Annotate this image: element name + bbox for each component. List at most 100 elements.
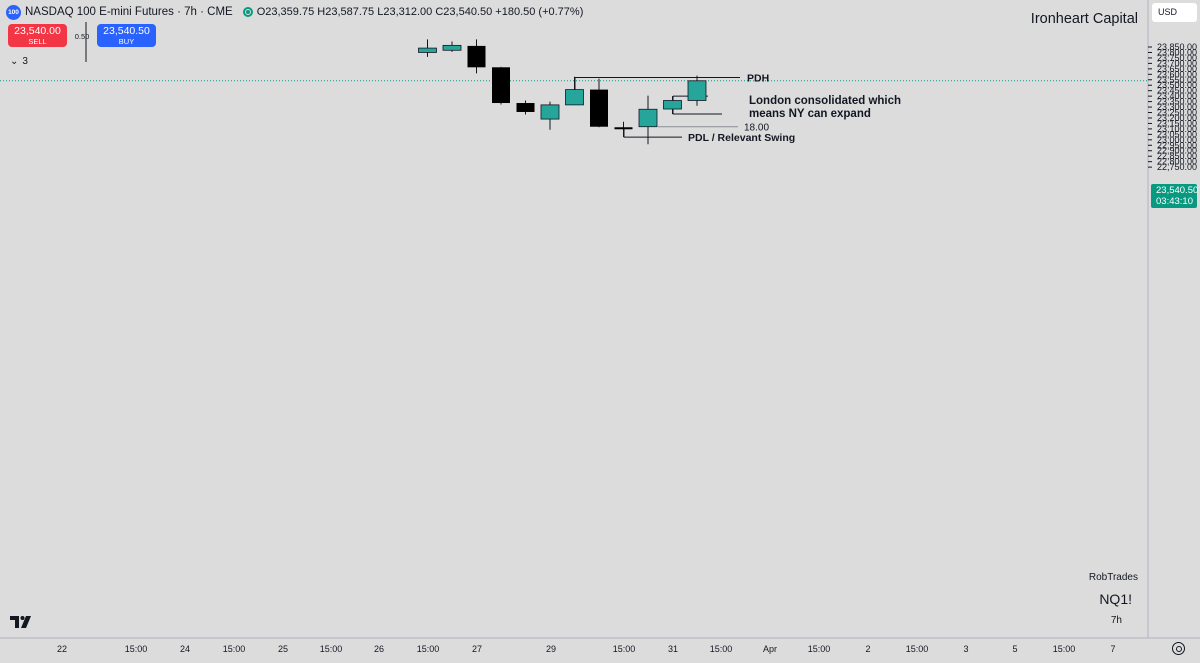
price-tick-label: 23,800.00: [1157, 47, 1197, 57]
candle-body-up: [540, 104, 560, 120]
symbol-header: 100 NASDAQ 100 E-mini Futures · 7h · CME…: [6, 4, 583, 20]
buy-price: 23,540.50: [103, 25, 150, 37]
interval-watermark: 7h: [1110, 615, 1122, 626]
price-tick-label: 22,750.00: [1157, 162, 1197, 172]
time-tick-label: 15:00: [1053, 644, 1076, 654]
candle: [516, 100, 535, 115]
price-tick-label: 23,350.00: [1157, 97, 1197, 107]
gear-icon[interactable]: [1172, 642, 1185, 655]
price-tick-label: 23,550.00: [1157, 75, 1197, 85]
time-tick-label: 15:00: [613, 644, 636, 654]
spread-value: 0.50: [74, 32, 90, 41]
price-axis-panel: [1148, 0, 1200, 663]
gap-label: 18.00: [744, 123, 769, 134]
chevron-down-icon: ⌄: [10, 56, 19, 67]
symbol-title[interactable]: NASDAQ 100 E-mini Futures · 7h · CME: [25, 6, 233, 18]
time-tick-label: 5: [1012, 644, 1017, 654]
bar-countdown: 03:43:10: [1156, 196, 1193, 207]
candle-body-up: [663, 100, 682, 110]
time-tick-label: 25: [278, 644, 288, 654]
candle: [540, 101, 560, 130]
buy-button[interactable]: 23,540.50 BUY: [97, 24, 156, 47]
time-axis: 22 15:00 24 15:00 25 15:00 26 15:00 27 29 15:00 31 1…: [0, 637, 1200, 654]
sell-label: SELL: [28, 37, 47, 46]
tradingview-logo-icon[interactable]: [10, 614, 34, 630]
price-tick-label: 23,300.00: [1157, 102, 1197, 112]
price-tick-label: 23,700.00: [1157, 58, 1197, 68]
price-tick-label: 23,500.00: [1157, 80, 1197, 90]
chart-grid: [0, 22, 1148, 82]
market-open-icon: [242, 7, 253, 17]
time-tick-label: 15:00: [125, 644, 148, 654]
last-price-value: 23,540.50: [1156, 185, 1199, 196]
time-tick-label: 15:00: [906, 644, 929, 654]
candle: [590, 78, 608, 128]
ohlc-close: C23,540.50: [435, 6, 493, 18]
candle: [442, 41, 462, 52]
sell-button[interactable]: 23,540.00 SELL: [8, 24, 67, 47]
time-tick-label: 15:00: [223, 644, 246, 654]
time-tick-label: 2: [865, 644, 870, 654]
price-tick-label: 23,850.00: [1157, 42, 1197, 52]
candle-body-down: [467, 45, 486, 68]
time-tick-label: 15:00: [710, 644, 733, 654]
price-tick-label: 22,800.00: [1157, 157, 1197, 167]
candle: [663, 96, 682, 115]
symbol-watermark: NQ1!: [1099, 591, 1132, 607]
time-tick-label: 15:00: [320, 644, 343, 654]
london-note-line2: means NY can expand: [749, 108, 871, 120]
price-tick-label: 23,450.00: [1157, 86, 1197, 96]
ohlc-open: O23,359.75: [256, 6, 315, 18]
time-tick-label: 24: [180, 644, 190, 654]
price-tick-label: 23,650.00: [1157, 64, 1197, 74]
candle-body-down: [614, 127, 633, 130]
ohlc-values: O23,359.75 H23,587.75 L23,312.00 C23,540…: [257, 6, 584, 18]
price-tick-label: 23,200.00: [1157, 113, 1197, 123]
candle-body-down: [516, 103, 535, 112]
trade-panel: 23,540.00 SELL 0.50 23,540.50 BUY: [8, 24, 156, 47]
price-tick-label: 23,050.00: [1157, 129, 1197, 139]
price-tick-label: 23,600.00: [1157, 69, 1197, 79]
candle: [638, 95, 658, 145]
candle: [418, 39, 437, 57]
time-tick-label: 15:00: [808, 644, 831, 654]
candle: [565, 76, 584, 106]
sell-price: 23,540.00: [14, 25, 61, 37]
candle: [614, 121, 633, 138]
brand-text: Ironheart Capital: [1030, 11, 1138, 27]
indicators-toggle[interactable]: ⌄ 3: [10, 56, 28, 67]
price-tick-label: 23,750.00: [1157, 53, 1197, 63]
price-tick-label: 22,900.00: [1157, 146, 1197, 156]
candle-body-up: [418, 47, 437, 53]
candles: [418, 39, 707, 145]
price-tick-label: 22,850.00: [1157, 151, 1197, 161]
time-tick-label: 7: [1110, 644, 1115, 654]
ohlc-change: +180.50 (+0.77%): [495, 6, 584, 18]
price-tick-label: 23,150.00: [1157, 118, 1197, 128]
candle-body-down: [492, 67, 510, 104]
time-tick-label: 27: [472, 644, 482, 654]
candle-body-up: [565, 89, 584, 106]
pdl-label: PDL / Relevant Swing: [688, 132, 795, 144]
time-tick-label: 22: [57, 644, 67, 654]
candle-body-up: [687, 80, 707, 101]
price-tick-label: 23,250.00: [1157, 108, 1197, 118]
author-watermark: RobTrades: [1088, 572, 1138, 583]
time-tick-label: 3: [963, 644, 968, 654]
pdh-label: PDH: [747, 72, 769, 84]
price-axis: 23,850.0023,800.0023,750.0023,700.0023,6…: [1147, 0, 1200, 663]
last-price-tag: 23,540.50 03:43:10: [1151, 184, 1199, 208]
candle-body-up: [442, 44, 462, 51]
indicators-count: 3: [22, 56, 28, 67]
candle-body-down: [590, 89, 608, 127]
ohlc-high: H23,587.75: [317, 6, 375, 18]
time-tick-label: 15:00: [417, 644, 440, 654]
candle: [492, 66, 510, 105]
price-tick-label: 23,400.00: [1157, 91, 1197, 101]
time-tick-label: Apr: [763, 644, 777, 654]
price-tick-label: 22,950.00: [1157, 140, 1197, 150]
currency-selector[interactable]: USD: [1152, 3, 1197, 22]
symbol-logo-icon[interactable]: 100: [6, 4, 21, 20]
